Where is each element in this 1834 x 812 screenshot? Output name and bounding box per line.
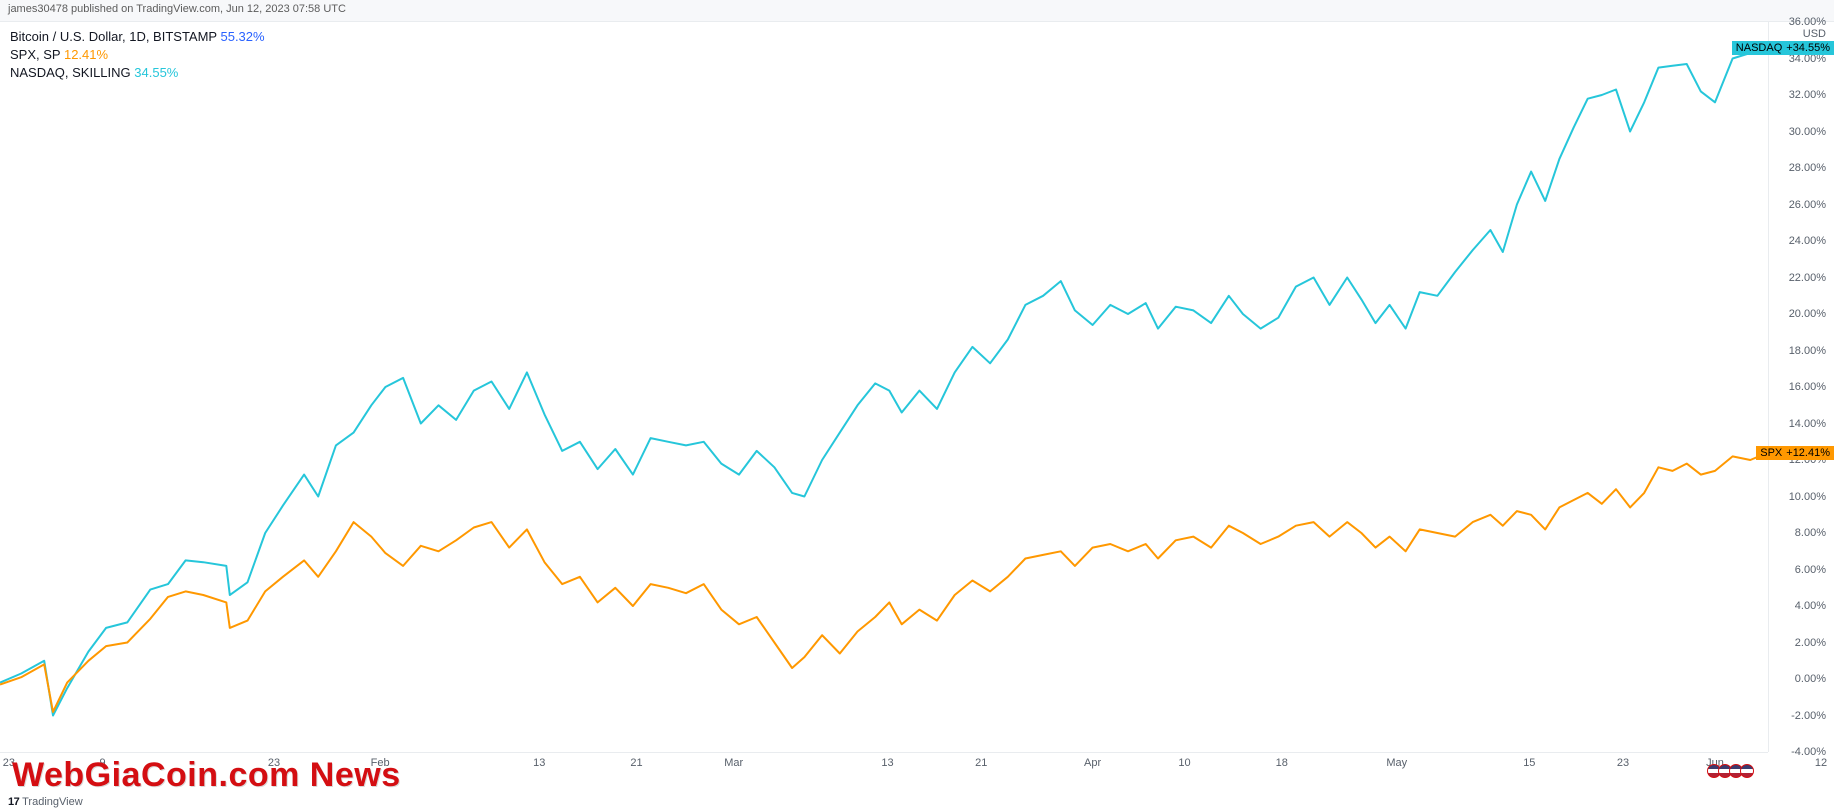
x-tick: 13: [533, 757, 545, 769]
series-line-spx[interactable]: [0, 453, 1768, 712]
y-tick: -2.00%: [1791, 710, 1826, 722]
legend-value: 34.55%: [134, 65, 178, 80]
publish-header: james30478 published on TradingView.com,…: [0, 0, 1834, 22]
price-tag-symbol: SPX: [1760, 447, 1782, 459]
series-line-nasdaq[interactable]: [0, 49, 1768, 716]
x-tick: 10: [1178, 757, 1190, 769]
y-tick: 10.00%: [1789, 491, 1826, 503]
x-tick: 18: [1276, 757, 1288, 769]
y-tick: 32.00%: [1789, 89, 1826, 101]
price-tag-spx[interactable]: SPX +12.41%: [1756, 446, 1834, 460]
watermark-text: WebGiaCoin.com News: [12, 756, 401, 795]
y-tick: 14.00%: [1789, 418, 1826, 430]
x-tick: 13: [881, 757, 893, 769]
brand-name: TradingView: [22, 796, 83, 808]
legend-label: SPX, SP: [10, 47, 64, 62]
y-tick: 30.00%: [1789, 126, 1826, 138]
y-tick: 22.00%: [1789, 272, 1826, 284]
event-flags[interactable]: [1710, 764, 1754, 778]
legend-label: NASDAQ, SKILLING: [10, 65, 134, 80]
y-tick: 26.00%: [1789, 199, 1826, 211]
legend-value: 55.32%: [220, 29, 264, 44]
x-tick: May: [1386, 757, 1407, 769]
y-tick: 18.00%: [1789, 345, 1826, 357]
event-flag-icon[interactable]: [1740, 764, 1754, 778]
y-tick: 0.00%: [1795, 673, 1826, 685]
chart-legend: Bitcoin / U.S. Dollar, 1D, BITSTAMP 55.3…: [10, 28, 265, 82]
y-tick: 28.00%: [1789, 162, 1826, 174]
y-axis: USD -4.00%-2.00%0.00%2.00%4.00%6.00%8.00…: [1768, 22, 1834, 752]
x-tick: Apr: [1084, 757, 1101, 769]
y-axis-title: USD: [1803, 28, 1826, 40]
y-tick: 4.00%: [1795, 600, 1826, 612]
y-tick: 20.00%: [1789, 308, 1826, 320]
x-tick: 23: [1617, 757, 1629, 769]
price-tag-value: +34.55%: [1786, 42, 1830, 54]
legend-label: Bitcoin / U.S. Dollar, 1D, BITSTAMP: [10, 29, 220, 44]
y-tick: 24.00%: [1789, 235, 1826, 247]
x-tick: Mar: [724, 757, 743, 769]
chart-plot[interactable]: [0, 22, 1768, 752]
price-tag-value: +12.41%: [1786, 447, 1830, 459]
x-tick: 21: [630, 757, 642, 769]
x-tick: 12: [1815, 757, 1827, 769]
y-tick: 8.00%: [1795, 527, 1826, 539]
chart-area[interactable]: Bitcoin / U.S. Dollar, 1D, BITSTAMP 55.3…: [0, 22, 1834, 780]
y-tick: 2.00%: [1795, 637, 1826, 649]
x-tick: 21: [975, 757, 987, 769]
y-tick: 16.00%: [1789, 381, 1826, 393]
legend-row[interactable]: Bitcoin / U.S. Dollar, 1D, BITSTAMP 55.3…: [10, 28, 265, 46]
legend-value: 12.41%: [64, 47, 108, 62]
legend-row[interactable]: NASDAQ, SKILLING 34.55%: [10, 64, 265, 82]
y-tick: 36.00%: [1789, 16, 1826, 28]
price-tag-symbol: NASDAQ: [1736, 42, 1782, 54]
x-tick: 15: [1523, 757, 1535, 769]
price-tag-nasdaq[interactable]: NASDAQ +34.55%: [1732, 41, 1834, 55]
publish-text: james30478 published on TradingView.com,…: [8, 3, 346, 15]
legend-row[interactable]: SPX, SP 12.41%: [10, 46, 265, 64]
y-tick: 6.00%: [1795, 564, 1826, 576]
brand-footer: 17 TradingView: [8, 796, 83, 808]
